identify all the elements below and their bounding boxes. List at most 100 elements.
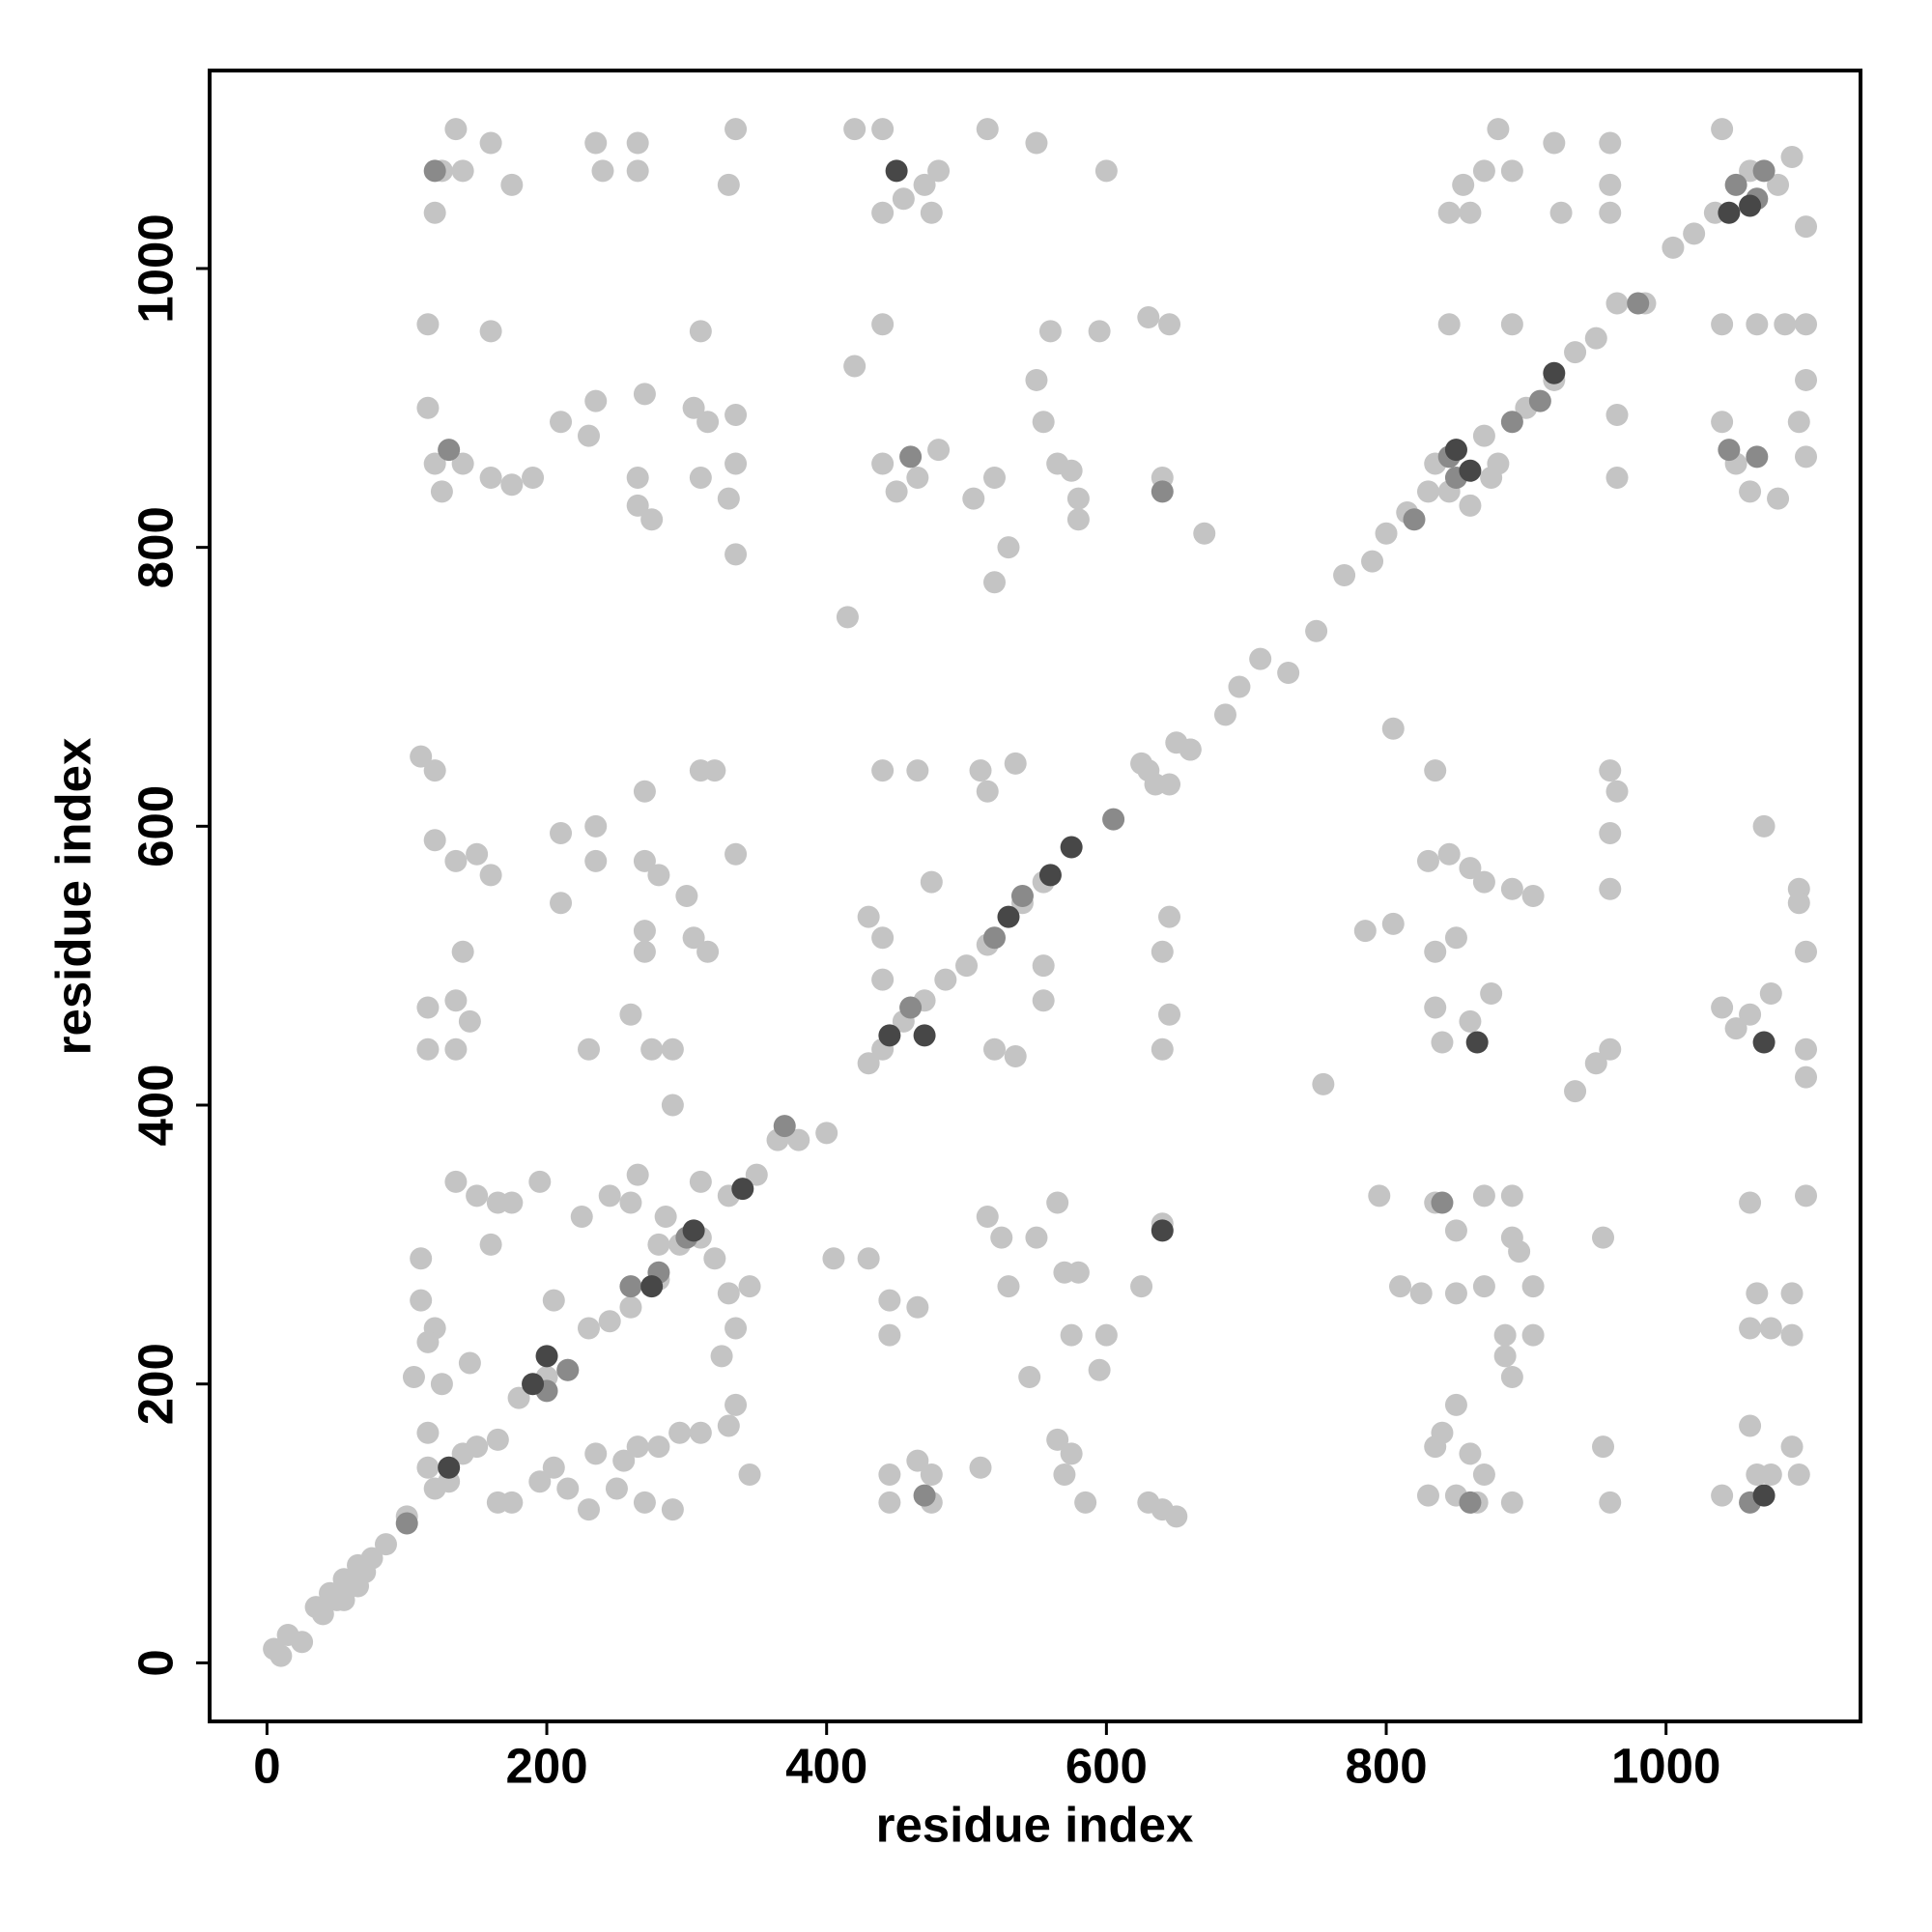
point [1431,1191,1454,1214]
point [724,404,748,427]
point [1584,327,1607,350]
point [878,1024,901,1047]
point [577,424,600,447]
point [1312,1072,1335,1095]
point [1130,1275,1153,1298]
point [1416,480,1439,503]
point [626,131,649,155]
point [1094,159,1118,183]
point [899,996,923,1019]
point [577,1037,600,1061]
point [522,466,545,489]
point [1711,411,1734,434]
point [1444,1282,1467,1305]
point [1493,1323,1517,1347]
y-tick-label: 0 [128,1649,183,1676]
point [1444,1219,1467,1242]
point [1543,131,1566,155]
point [1333,564,1356,587]
point [906,759,929,782]
point [913,1484,936,1507]
point [661,1498,684,1521]
point [982,571,1006,594]
point [1102,808,1125,831]
x-axis-title: residue index [876,1797,1194,1852]
point [1662,236,1685,259]
point [626,1435,649,1459]
point [1739,194,1762,217]
point [438,1456,461,1479]
point [689,1170,712,1193]
point [1060,836,1083,859]
point [1353,920,1377,943]
point [1060,1442,1083,1465]
point [1774,313,1797,336]
point [633,383,656,406]
point [598,1310,621,1333]
point [1249,647,1272,670]
point [1746,313,1769,336]
point [738,1275,761,1298]
y-tick-label: 400 [128,1064,183,1146]
point [1032,989,1055,1012]
point [1605,404,1629,427]
point [703,759,726,782]
point [1004,752,1027,775]
point [528,1470,552,1493]
point [500,173,524,196]
point [1711,118,1734,141]
point [1493,1345,1517,1368]
point [1038,320,1062,343]
point [906,1449,929,1472]
point [920,201,943,224]
point [836,606,859,629]
point [550,892,573,915]
point [1739,480,1762,503]
point [1627,292,1650,315]
point [1759,1463,1782,1487]
point [1060,1323,1083,1347]
point [1094,1323,1118,1347]
point [640,508,664,531]
point [1599,173,1622,196]
point [577,1317,600,1340]
point [1480,982,1503,1006]
point [640,1275,664,1298]
point [1151,940,1174,963]
point [857,905,880,928]
point [1368,1184,1391,1208]
point [410,745,433,768]
point [619,1295,642,1319]
point [724,452,748,475]
point [633,849,656,872]
point [689,1421,712,1444]
point [927,159,951,183]
point [1472,1184,1495,1208]
point [1452,173,1475,196]
point [451,940,474,963]
point [451,452,474,475]
point [1213,703,1236,726]
point [360,1547,384,1570]
point [738,1463,761,1487]
point [1088,1358,1111,1381]
point [584,389,608,412]
point [1431,1031,1454,1054]
point [710,1345,733,1368]
point [1780,145,1804,168]
point [1228,675,1251,698]
point [444,989,468,1012]
point [1605,780,1629,803]
point [878,1463,901,1487]
point [1500,1491,1523,1514]
point [542,1289,565,1312]
point [1158,313,1181,336]
point [1584,1052,1607,1075]
point [1158,905,1181,928]
point [1032,954,1055,978]
point [556,1358,580,1381]
point [962,487,985,510]
point [682,926,705,950]
